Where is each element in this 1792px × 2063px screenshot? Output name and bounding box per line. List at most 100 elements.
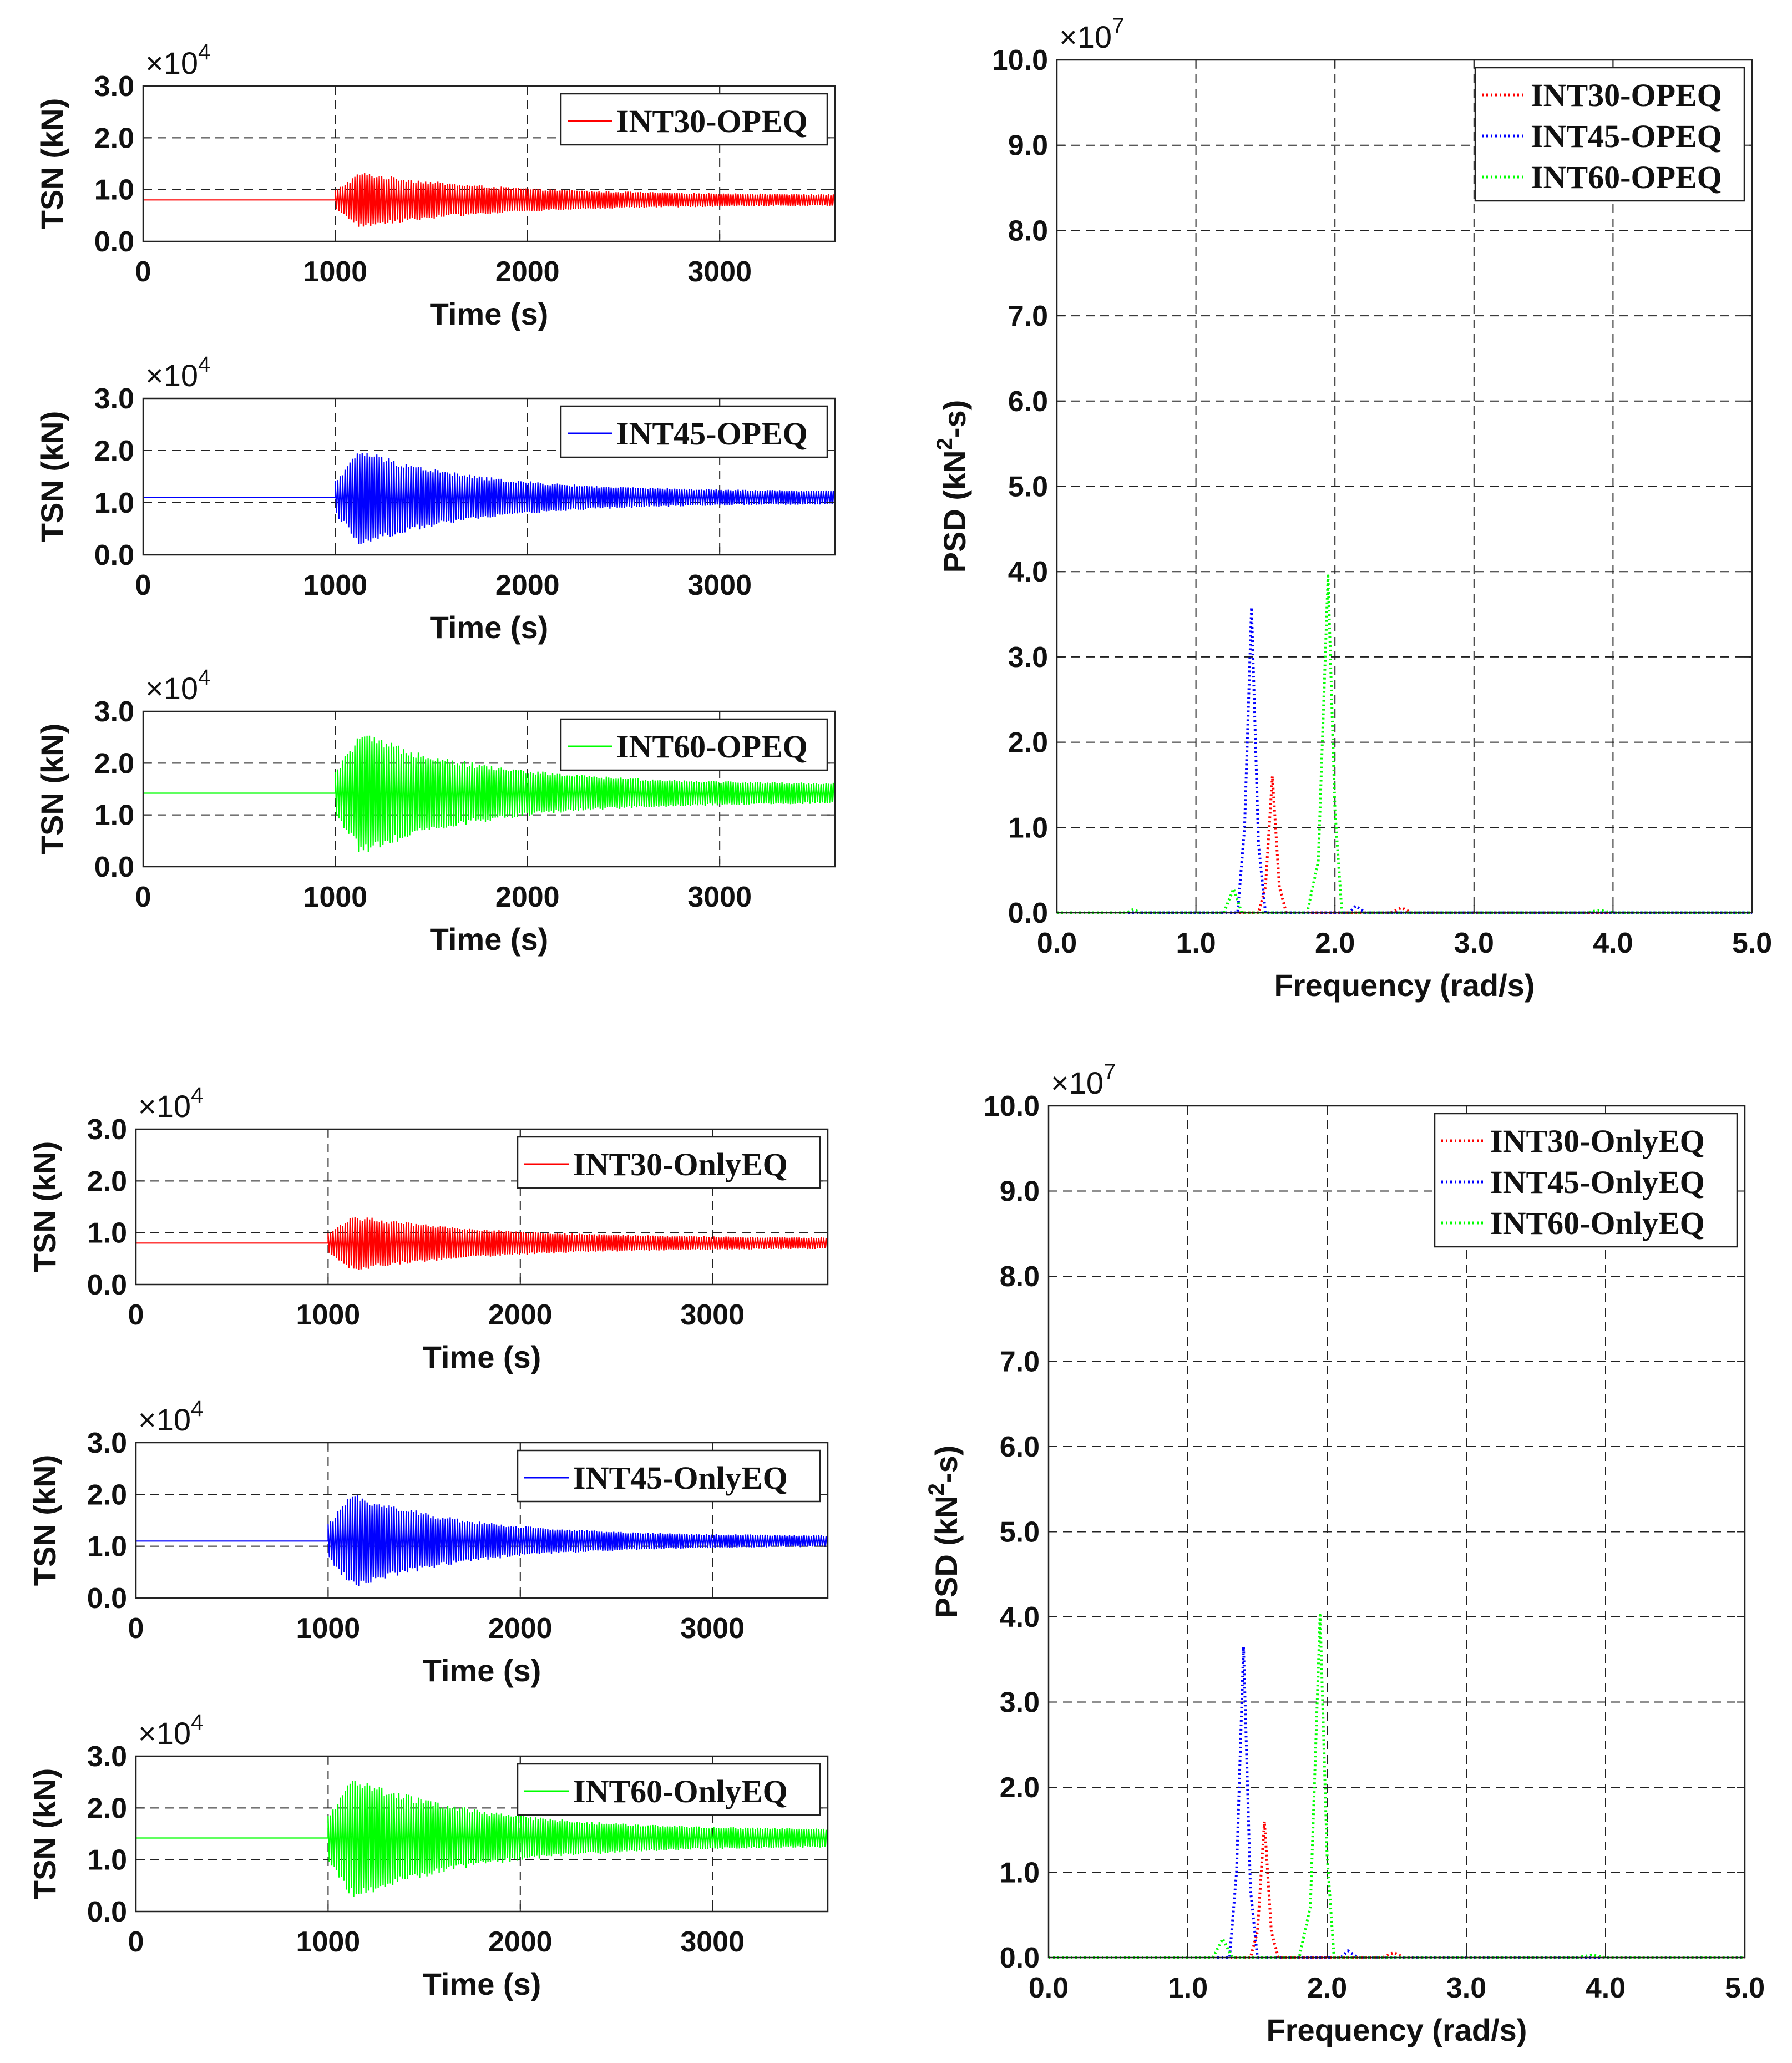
- x-tick-label: 0: [135, 256, 151, 288]
- x-tick-label: 1000: [296, 1926, 361, 1958]
- axis-exponent-power: 4: [191, 1397, 203, 1421]
- axis-exponent: ×104: [145, 40, 210, 80]
- chart-psd_opeq: 0.0 1.0 2.0 3.0 4.0 5.0 0.0 1.0 2.0 3.0 4.0 5.0 6.0 7…: [933, 14, 1772, 1003]
- legend: INT45-OPEQ: [560, 405, 828, 458]
- y-tick-label: 1.0: [87, 1844, 127, 1877]
- x-tick-label: 5.0: [1725, 1972, 1765, 2004]
- series-line-INT45-OnlyEQ: [1049, 1645, 1745, 1959]
- x-tick-label: 1000: [303, 256, 368, 288]
- y-axis-label: TSN (kN): [34, 411, 69, 542]
- x-tick-label: 3000: [687, 881, 752, 913]
- y-tick-label: 3.0: [94, 383, 134, 415]
- x-tick-label: 1000: [303, 569, 368, 601]
- x-tick-label: 3000: [680, 1926, 745, 1958]
- x-axis-label: Time (s): [423, 1966, 541, 2001]
- y-tick-label: 7.0: [1008, 300, 1048, 332]
- y-axis-label: TSN (kN): [34, 724, 69, 854]
- x-tick-label: 2000: [488, 1612, 553, 1645]
- x-tick-label: 0: [135, 569, 151, 601]
- y-tick-label: 0.0: [94, 851, 134, 883]
- chart-ts_int45_opeq: 0 1000 2000 3000 0.0 1.0 2.0 3.0 ×104 Time (s) TSN…: [34, 352, 836, 645]
- axis-exponent-power: 4: [198, 352, 210, 377]
- y-tick-label: 2.0: [94, 435, 134, 467]
- y-tick-label: 1.0: [94, 174, 134, 206]
- x-tick-label: 1000: [296, 1612, 361, 1645]
- y-tick-label: 7.0: [1000, 1346, 1040, 1378]
- axis-exponent-power: 4: [198, 665, 210, 690]
- x-tick-label: 1000: [296, 1299, 361, 1331]
- x-tick-label: 0.0: [1037, 927, 1077, 959]
- y-axis-label: TSN (kN): [34, 98, 69, 229]
- y-tick-label: 3.0: [87, 1114, 127, 1146]
- axis-exponent: ×107: [1059, 14, 1124, 54]
- axis-exponent-power: 4: [191, 1083, 203, 1108]
- y-tick-label: 0.0: [94, 539, 134, 572]
- series-line-INT60-OnlyEQ: [136, 1781, 828, 1897]
- y-tick-label: 3.0: [1008, 641, 1048, 674]
- y-tick-label: 1.0: [94, 800, 134, 832]
- legend-label-INT60-OnlyEQ: INT60-OnlyEQ: [573, 1773, 788, 1809]
- x-axis-label: Frequency (rad/s): [1274, 968, 1535, 1003]
- y-tick-label: 5.0: [1008, 471, 1048, 503]
- y-tick-label: 10.0: [984, 1090, 1040, 1122]
- legend-box: [517, 1449, 821, 1503]
- y-tick-label: 0.0: [1000, 1942, 1040, 1974]
- x-tick-label: 1.0: [1168, 1972, 1208, 2004]
- series-line-INT30-OnlyEQ: [136, 1217, 828, 1270]
- chart-ts_int30_onlyeq: 0 1000 2000 3000 0.0 1.0 2.0 3.0 ×104 Time (s) TSN…: [27, 1083, 829, 1374]
- x-tick-label: 2000: [488, 1926, 553, 1958]
- y-tick-label: 2.0: [1008, 727, 1048, 759]
- y-tick-label: 1.0: [87, 1531, 127, 1563]
- chart-ts_int60_opeq: 0 1000 2000 3000 0.0 1.0 2.0 3.0 ×104 Time (s) TSN…: [34, 665, 836, 957]
- y-axis-label: PSD (kN2-s): [933, 400, 972, 573]
- legend-label-INT30-OnlyEQ: INT30-OnlyEQ: [573, 1146, 788, 1182]
- axis-exponent: ×104: [145, 352, 210, 393]
- y-tick-label: 1.0: [1000, 1857, 1040, 1889]
- x-tick-label: 1000: [303, 881, 368, 913]
- series-line-INT60-OPEQ: [1057, 574, 1752, 914]
- y-tick-label: 8.0: [1000, 1261, 1040, 1293]
- legend-label-INT45-OnlyEQ: INT45-OnlyEQ: [1490, 1164, 1705, 1200]
- y-tick-label: 1.0: [94, 487, 134, 519]
- legend-box: [560, 93, 828, 146]
- y-tick-label: 0.0: [87, 1896, 127, 1928]
- legend-label-INT60-OPEQ: INT60-OPEQ: [616, 729, 808, 765]
- legend-label-INT60-OnlyEQ: INT60-OnlyEQ: [1490, 1205, 1705, 1241]
- x-axis-label: Frequency (rad/s): [1267, 2013, 1527, 2047]
- legend: INT30-OnlyEQ INT45-OnlyEQ INT60-OnlyEQ: [1434, 1113, 1738, 1248]
- series-line-INT30-OPEQ: [143, 173, 836, 227]
- axes-box: [135, 1442, 829, 1599]
- legend-box: [560, 405, 828, 458]
- legend: INT30-OPEQ: [560, 93, 828, 146]
- y-tick-label: 0.0: [87, 1582, 127, 1615]
- x-tick-label: 0: [128, 1612, 144, 1645]
- axis-exponent: ×104: [138, 1397, 203, 1437]
- y-axis-label-tail: -s): [937, 400, 972, 438]
- legend: INT60-OnlyEQ: [517, 1763, 821, 1816]
- y-axis-label-superscript: 2: [933, 438, 957, 450]
- legend: INT60-OPEQ: [560, 718, 828, 771]
- y-tick-label: 2.0: [1000, 1772, 1040, 1804]
- x-axis-label: Time (s): [430, 922, 549, 957]
- x-tick-label: 0: [128, 1926, 144, 1958]
- y-axis-label-superscript: 2: [924, 1483, 949, 1495]
- y-tick-label: 3.0: [87, 1427, 127, 1459]
- chart-ts_int60_onlyeq: 0 1000 2000 3000 0.0 1.0 2.0 3.0 ×104 Time (s) TSN…: [27, 1710, 829, 2001]
- y-axis-label-tail: -s): [929, 1445, 964, 1483]
- y-tick-label: 0.0: [94, 226, 134, 258]
- x-axis-label: Time (s): [430, 296, 549, 331]
- y-axis-label: TSN (kN): [27, 1141, 62, 1272]
- y-tick-label: 10.0: [992, 44, 1048, 77]
- y-tick-label: 9.0: [1008, 130, 1048, 162]
- axes-box: [135, 1128, 829, 1286]
- axis-exponent: ×104: [138, 1083, 203, 1124]
- y-tick-label: 2.0: [94, 122, 134, 154]
- y-axis-label: PSD (kN2-s): [924, 1445, 964, 1619]
- legend-box: [1434, 1113, 1738, 1248]
- x-tick-label: 3000: [687, 569, 752, 601]
- y-tick-label: 5.0: [1000, 1516, 1040, 1549]
- axis-exponent: ×104: [145, 665, 210, 706]
- y-tick-label: 9.0: [1000, 1176, 1040, 1208]
- y-tick-label: 2.0: [94, 747, 134, 780]
- axes-box: [142, 710, 836, 868]
